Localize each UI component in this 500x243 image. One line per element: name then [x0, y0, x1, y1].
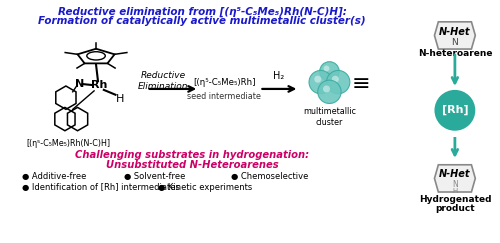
Text: Challenging substrates in hydrogenation:: Challenging substrates in hydrogenation:	[76, 150, 310, 160]
Circle shape	[314, 76, 322, 83]
Circle shape	[320, 62, 339, 81]
Text: H: H	[116, 94, 124, 104]
Text: Reductive elimination from [(η⁵-C₅Me₅)Rh(N-C)H]:: Reductive elimination from [(η⁵-C₅Me₅)Rh…	[58, 6, 346, 17]
Text: Rh: Rh	[91, 80, 107, 90]
Polygon shape	[434, 165, 476, 192]
Text: N: N	[75, 79, 84, 89]
Circle shape	[434, 90, 476, 131]
Text: ● Solvent-free: ● Solvent-free	[124, 172, 186, 181]
Text: multimetallic
cluster: multimetallic cluster	[303, 107, 356, 127]
Circle shape	[309, 70, 332, 94]
Circle shape	[323, 86, 330, 92]
Text: seed intermediate: seed intermediate	[188, 92, 262, 101]
Polygon shape	[434, 22, 476, 49]
Text: Hydrogenated: Hydrogenated	[418, 195, 491, 204]
Text: ● Identification of [Rh] intermediates: ● Identification of [Rh] intermediates	[22, 183, 180, 192]
Text: ● Additive-free: ● Additive-free	[22, 172, 86, 181]
Text: product: product	[435, 204, 474, 213]
Circle shape	[332, 76, 339, 83]
Text: Reductive
Elimination: Reductive Elimination	[138, 71, 188, 91]
Text: Formation of catalytically active multimetallic cluster(s): Formation of catalytically active multim…	[38, 16, 366, 26]
Text: ● Chemoselective: ● Chemoselective	[231, 172, 308, 181]
Text: [(η⁵-C₅Me₅)Rh(N-C)H]: [(η⁵-C₅Me₅)Rh(N-C)H]	[27, 139, 111, 148]
Text: H₂: H₂	[273, 71, 284, 81]
Text: [Rh]: [Rh]	[442, 105, 468, 115]
Text: ≡: ≡	[351, 74, 370, 94]
Text: N-heteroarene: N-heteroarene	[418, 49, 492, 58]
Text: N-Het: N-Het	[439, 26, 470, 36]
Text: Unsubstituted N-Heteroarenes: Unsubstituted N-Heteroarenes	[106, 160, 278, 170]
Text: ● Kinetic experiments: ● Kinetic experiments	[158, 183, 252, 192]
Text: [(η⁵-C₅Me₅)Rh]: [(η⁵-C₅Me₅)Rh]	[193, 78, 256, 87]
Text: N: N	[452, 38, 458, 47]
Text: H: H	[452, 188, 458, 194]
Circle shape	[326, 70, 350, 94]
Circle shape	[324, 66, 330, 71]
Circle shape	[318, 80, 341, 104]
Text: N: N	[452, 180, 458, 189]
Text: N-Het: N-Het	[439, 170, 470, 180]
